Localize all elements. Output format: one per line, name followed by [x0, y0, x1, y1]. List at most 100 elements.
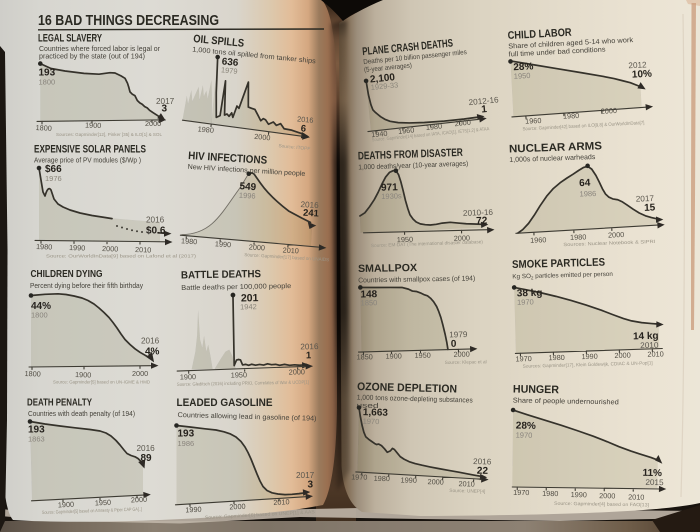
svg-text:1970: 1970	[351, 472, 367, 481]
svg-text:1950: 1950	[514, 71, 531, 81]
svg-text:OIL SPILLS: OIL SPILLS	[193, 33, 245, 50]
svg-text:1900: 1900	[75, 370, 92, 380]
svg-text:1930s: 1930s	[381, 191, 402, 201]
svg-text:1979: 1979	[449, 330, 468, 339]
svg-text:44%: 44%	[31, 301, 51, 312]
svg-text:2016: 2016	[300, 342, 319, 351]
svg-text:549: 549	[239, 181, 257, 193]
svg-text:2000: 2000	[102, 244, 119, 254]
svg-text:1863: 1863	[28, 435, 45, 444]
svg-text:2010-16: 2010-16	[463, 208, 494, 218]
svg-text:1990: 1990	[571, 490, 587, 499]
svg-text:Source: Gapminder[5] based on: Source: Gapminder[5] based on Amnesty & …	[42, 507, 142, 515]
svg-text:2010: 2010	[135, 245, 152, 255]
svg-text:1900: 1900	[180, 372, 196, 381]
svg-text:1970: 1970	[513, 488, 529, 497]
svg-text:11%: 11%	[642, 468, 662, 479]
svg-text:2012-16: 2012-16	[468, 95, 499, 107]
svg-text:2000: 2000	[453, 350, 469, 359]
svg-text:64: 64	[579, 178, 591, 189]
svg-text:1,000 deaths/year (10-year ave: 1,000 deaths/year (10-year averages)	[358, 161, 468, 172]
svg-text:1940: 1940	[371, 129, 388, 140]
svg-text:LEGAL SLAVERY: LEGAL SLAVERY	[38, 33, 102, 45]
svg-text:1980: 1980	[542, 489, 558, 498]
svg-text:2016: 2016	[300, 200, 319, 210]
svg-text:Source: Gapminder[42] based on: Source: Gapminder[42] based on ILO[9,8] …	[522, 120, 644, 131]
svg-text:Average price of PV modules ($: Average price of PV modules ($/Wp )	[34, 158, 141, 165]
svg-text:1800: 1800	[35, 123, 52, 133]
svg-text:2012: 2012	[628, 60, 647, 70]
svg-text:1900: 1900	[385, 351, 401, 360]
svg-text:2016: 2016	[473, 457, 492, 466]
svg-text:2010: 2010	[273, 497, 290, 507]
svg-text:1800: 1800	[24, 369, 41, 379]
svg-text:1,663: 1,663	[363, 407, 389, 419]
svg-text:2000: 2000	[131, 495, 148, 505]
svg-text:1900: 1900	[58, 500, 75, 510]
svg-text:NUCLEAR ARMS: NUCLEAR ARMS	[509, 140, 602, 155]
svg-text:2015: 2015	[645, 478, 664, 487]
svg-text:1970: 1970	[517, 297, 534, 306]
svg-text:2000: 2000	[132, 369, 148, 378]
svg-text:1986: 1986	[579, 189, 596, 199]
svg-text:1976: 1976	[45, 174, 62, 183]
svg-text:Sources: Nuclear Notebook & SI: Sources: Nuclear Notebook & SIPRI	[563, 239, 655, 247]
svg-text:0: 0	[451, 339, 457, 350]
svg-text:1: 1	[481, 104, 488, 116]
svg-text:Countries with death penalty (: Countries with death penalty (of 194)	[28, 411, 135, 418]
svg-text:38 kg: 38 kg	[517, 288, 543, 300]
svg-text:89: 89	[141, 453, 153, 464]
svg-text:1970: 1970	[515, 354, 531, 363]
svg-text:Source: Gapminder[4] based on: Source: Gapminder[4] based on FAO[13]	[554, 501, 649, 508]
svg-text:2000: 2000	[145, 119, 161, 128]
svg-text:1950: 1950	[414, 351, 430, 360]
svg-text:6: 6	[300, 123, 306, 134]
svg-text:241: 241	[303, 208, 320, 220]
svg-text:10%: 10%	[632, 69, 653, 81]
svg-text:Source: UNEP[4]: Source: UNEP[4]	[449, 488, 485, 494]
svg-text:201: 201	[241, 292, 259, 304]
svg-text:2017: 2017	[636, 194, 655, 204]
svg-text:3: 3	[162, 104, 168, 115]
svg-text:15: 15	[644, 202, 656, 213]
svg-text:3: 3	[308, 480, 314, 491]
svg-text:1942: 1942	[240, 302, 257, 311]
svg-text:14 kg: 14 kg	[633, 331, 659, 343]
svg-text:22: 22	[477, 466, 489, 477]
svg-text:2016: 2016	[297, 114, 314, 125]
svg-text:28%: 28%	[513, 61, 534, 73]
svg-text:1850: 1850	[356, 352, 372, 361]
svg-text:2000: 2000	[289, 367, 305, 376]
svg-text:1,000s of nuclear warheads: 1,000s of nuclear warheads	[509, 154, 596, 164]
svg-text:2010: 2010	[628, 492, 644, 501]
svg-text:HIV INFECTIONS: HIV INFECTIONS	[188, 150, 268, 167]
svg-text:1990: 1990	[581, 352, 597, 361]
svg-text:1850: 1850	[361, 298, 378, 307]
svg-text:(5-year averages): (5-year averages)	[364, 62, 412, 74]
svg-text:1960: 1960	[398, 125, 415, 136]
svg-text:2000: 2000	[608, 230, 625, 240]
svg-text:1986: 1986	[178, 439, 195, 448]
svg-text:971: 971	[381, 182, 398, 194]
svg-text:HUNGER: HUNGER	[513, 384, 559, 397]
svg-text:Countries where forced labor i: Countries where forced labor is legal or	[39, 46, 161, 53]
svg-text:1929-33: 1929-33	[370, 80, 398, 92]
svg-text:2010: 2010	[647, 349, 663, 358]
svg-text:1900: 1900	[85, 121, 102, 131]
svg-text:LEADED GASOLINE: LEADED GASOLINE	[177, 397, 273, 409]
svg-text:1960: 1960	[530, 235, 547, 245]
svg-text:2000: 2000	[454, 233, 471, 243]
svg-text:Source: OurWorldInData[9] base: Source: OurWorldInData[9] based on Lafon…	[46, 254, 197, 259]
svg-text:1990: 1990	[400, 475, 416, 484]
svg-text:Countries allowing lead in gas: Countries allowing lead in gasoline (of …	[177, 412, 316, 423]
svg-text:Sources: Gapminder[12], Pinker: Sources: Gapminder[12], Pinker [35] & IL…	[56, 132, 162, 137]
svg-text:2000: 2000	[614, 351, 630, 360]
svg-text:1,000 tons ozone-depleting sub: 1,000 tons ozone-depleting substances	[357, 394, 474, 404]
svg-text:Source: Klepac et al: Source: Klepac et al	[445, 359, 487, 365]
svg-text:636: 636	[221, 56, 239, 69]
svg-text:2,100: 2,100	[369, 72, 395, 85]
svg-text:Sources: Gapminder[17], Klein: Sources: Gapminder[17], Klein Goldewijk,…	[523, 360, 653, 368]
svg-text:1980: 1980	[570, 232, 587, 242]
svg-text:1990: 1990	[69, 243, 86, 253]
svg-text:193: 193	[178, 429, 195, 440]
